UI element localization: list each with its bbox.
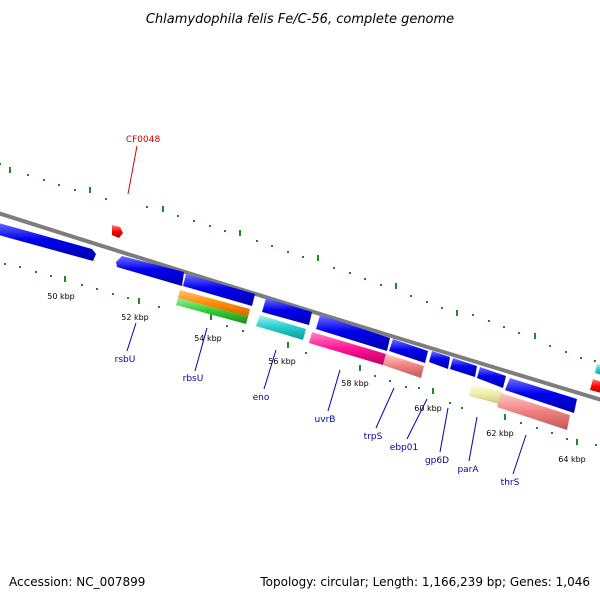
gene-arrow[interactable] — [316, 315, 390, 351]
feature-label-cf0048[interactable]: CF0048 — [126, 135, 161, 145]
gene-label-gp6d[interactable]: gp6D — [425, 456, 449, 466]
scale-label: 64 kbp — [558, 455, 586, 464]
scale-label: 50 kbp — [47, 292, 75, 301]
gene-arrow[interactable] — [469, 384, 502, 404]
gene-arrow[interactable] — [389, 339, 428, 363]
genome-summary-text: Topology: circular; Length: 1,166,239 bp… — [259, 575, 590, 589]
leader-line — [512, 434, 527, 475]
leader-line — [263, 349, 277, 390]
leader-line — [126, 322, 137, 352]
leader-line — [327, 369, 341, 412]
leader-line — [127, 145, 138, 195]
gene-label-rsbu[interactable]: rsbU — [115, 355, 136, 365]
gene-features — [0, 222, 600, 430]
gene-label-trps[interactable]: trpS — [364, 432, 383, 442]
scale-label: 58 kbp — [341, 379, 369, 388]
gene-arrow[interactable] — [309, 332, 386, 365]
gene-labels — [126, 322, 527, 475]
scale-label: 60 kbp — [414, 404, 442, 413]
gene-label-uvrb[interactable]: uvrB — [315, 415, 336, 425]
gene-arrow[interactable] — [590, 379, 600, 394]
gene-label-eno[interactable]: eno — [253, 393, 270, 403]
gene-arrow[interactable] — [477, 367, 506, 388]
gene-label-thrs[interactable]: thrS — [501, 478, 520, 488]
outer-tick-track — [0, 163, 596, 362]
gene-arrow[interactable] — [595, 364, 600, 376]
highlight-feature: CF0048 — [126, 135, 161, 195]
gene-arrow[interactable] — [178, 290, 250, 317]
gene-label-texts: rsbU rbsU eno uvrB trpS ebp01 gp6D parA … — [115, 355, 520, 488]
gene-arrow[interactable] — [497, 393, 570, 430]
gene-arrow[interactable] — [383, 354, 424, 378]
gene-arrow[interactable] — [429, 351, 450, 369]
gene-label-ebp01[interactable]: ebp01 — [390, 443, 418, 453]
gene-arrow[interactable] — [256, 315, 306, 340]
scale-label: 54 kbp — [194, 334, 222, 343]
map-title: Chlamydophila felis Fe/C-56, complete ge… — [146, 12, 454, 27]
gene-arrow[interactable] — [450, 358, 477, 377]
accession-text: Accession: NC_007899 — [9, 575, 145, 589]
leader-line — [439, 407, 449, 453]
scale-label: 52 kbp — [121, 313, 149, 322]
scale-label: 56 kbp — [268, 357, 296, 366]
scale-label: 62 kbp — [486, 429, 514, 438]
gene-arrow[interactable] — [176, 298, 248, 324]
inner-tick-track — [4, 263, 597, 446]
leader-line — [468, 416, 478, 462]
gene-arrow[interactable] — [505, 378, 577, 413]
leader-line — [194, 327, 208, 372]
genome-backbone — [0, 211, 600, 402]
scale-labels: 50 kbp 52 kbp 54 kbp 56 kbp 58 kbp 60 kb… — [47, 292, 586, 464]
gene-arrow[interactable] — [183, 274, 255, 306]
gene-label-rbsu[interactable]: rbsU — [183, 374, 204, 384]
leader-line — [375, 387, 395, 429]
gene-arrow[interactable] — [0, 222, 96, 261]
gene-arrow-cf0048[interactable] — [112, 225, 123, 238]
gene-label-para[interactable]: parA — [457, 465, 479, 475]
gene-arrow[interactable] — [116, 256, 184, 286]
leader-line — [406, 398, 428, 440]
gene-arrow[interactable] — [262, 298, 312, 325]
